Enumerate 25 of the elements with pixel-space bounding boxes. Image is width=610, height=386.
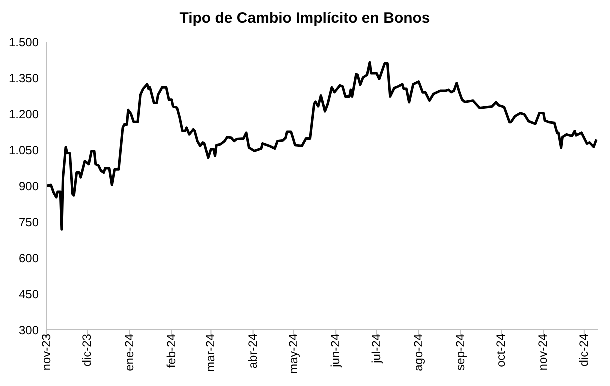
x-tick-label: sep-24	[453, 334, 468, 371]
x-tick-label: nov-23	[40, 334, 54, 371]
x-tick-label: mar-24	[204, 334, 218, 372]
y-tick-label: 300	[18, 323, 40, 338]
x-tick-label: jun-24	[328, 334, 343, 368]
y-tick-label: 750	[18, 215, 40, 230]
y-tick-label: 450	[18, 287, 40, 302]
x-tick-label: jul-24	[369, 334, 384, 364]
line-series	[47, 61, 598, 231]
y-tick-label: 1.200	[8, 107, 40, 122]
x-tick-label: feb-24	[164, 334, 178, 368]
y-tick-label: 900	[18, 179, 40, 194]
x-tick-label: may-24	[286, 334, 301, 374]
x-tick-label: abr-24	[246, 334, 260, 369]
y-tick-label: 1.350	[8, 71, 40, 86]
y-tick-label: 1.500	[8, 35, 40, 50]
x-tick-label: ago-24	[411, 334, 426, 372]
x-tick-label: dic-23	[80, 334, 94, 367]
x-tick-label: oct-24	[494, 334, 508, 368]
y-tick-label: 600	[18, 251, 40, 266]
x-tick-label: ene-24	[122, 334, 136, 372]
chart-title: Tipo de Cambio Implícito en Bonos	[178, 9, 432, 29]
x-tick-label: dic-24	[576, 334, 591, 367]
y-tick-label: 1.050	[8, 143, 40, 158]
x-tick-label: nov-24	[536, 334, 550, 371]
